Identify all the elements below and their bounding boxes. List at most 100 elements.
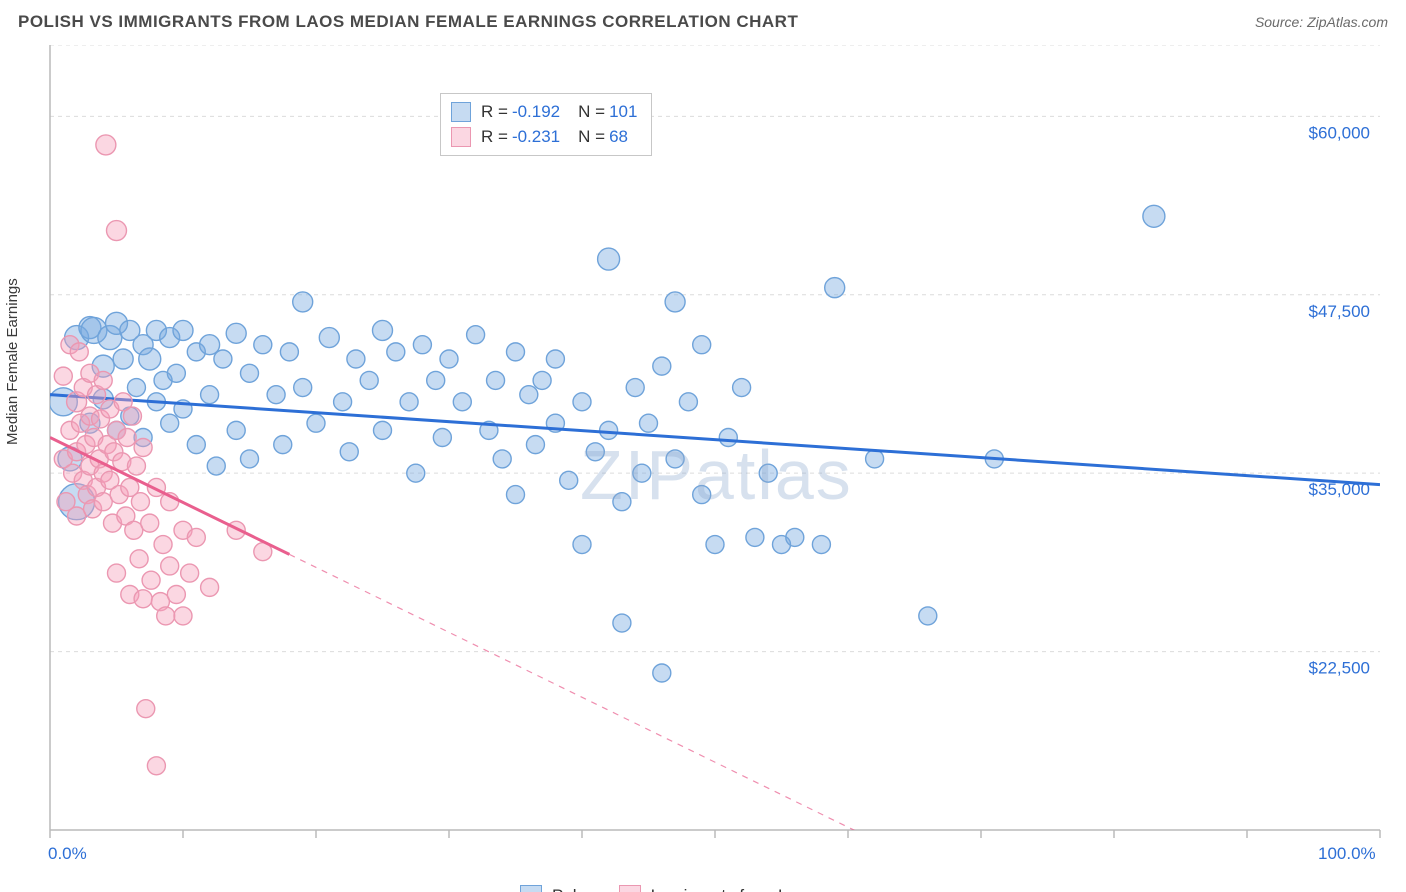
legend-swatch-icon xyxy=(451,102,471,122)
data-point xyxy=(467,326,485,344)
legend-swatch-icon xyxy=(619,885,641,892)
legend-item-poles: Poles xyxy=(520,885,595,892)
data-point xyxy=(759,464,777,482)
data-point xyxy=(134,590,152,608)
x-axis-min-label: 0.0% xyxy=(48,844,87,864)
data-point xyxy=(131,493,149,511)
data-point xyxy=(453,393,471,411)
correlation-stats-legend: R =-0.192N =101R =-0.231 N =68 xyxy=(440,93,652,156)
legend-swatch-icon xyxy=(451,127,471,147)
chart-container: POLISH VS IMMIGRANTS FROM LAOS MEDIAN FE… xyxy=(0,0,1406,892)
data-point xyxy=(127,379,145,397)
svg-text:$60,000: $60,000 xyxy=(1309,123,1370,142)
data-point xyxy=(187,528,205,546)
stat-n-label: N = xyxy=(578,100,605,125)
data-point xyxy=(487,371,505,389)
data-point xyxy=(142,571,160,589)
stat-r-value: -0.231 xyxy=(512,125,560,150)
data-point xyxy=(812,536,830,554)
data-point xyxy=(633,464,651,482)
data-point xyxy=(533,371,551,389)
data-point xyxy=(786,528,804,546)
data-point xyxy=(407,464,425,482)
data-point xyxy=(241,450,259,468)
data-point xyxy=(693,336,711,354)
data-point xyxy=(108,564,126,582)
legend-item-laos: Immigrants from Laos xyxy=(619,885,815,892)
data-point xyxy=(546,350,564,368)
data-point xyxy=(693,486,711,504)
data-point xyxy=(400,393,418,411)
svg-text:$22,500: $22,500 xyxy=(1309,659,1370,678)
data-point xyxy=(96,135,116,155)
data-point xyxy=(307,414,325,432)
data-point xyxy=(666,450,684,468)
data-point xyxy=(440,350,458,368)
data-point xyxy=(387,343,405,361)
legend-swatch-icon xyxy=(520,885,542,892)
data-point xyxy=(334,393,352,411)
data-point xyxy=(866,450,884,468)
stats-row-poles: R =-0.192N =101 xyxy=(451,100,637,125)
data-point xyxy=(161,414,179,432)
data-point xyxy=(560,471,578,489)
data-point xyxy=(413,336,431,354)
data-point xyxy=(127,457,145,475)
data-point xyxy=(227,421,245,439)
header: POLISH VS IMMIGRANTS FROM LAOS MEDIAN FE… xyxy=(18,12,1388,40)
data-point xyxy=(70,343,88,361)
data-point xyxy=(573,393,591,411)
data-point xyxy=(137,700,155,718)
data-point xyxy=(1143,205,1165,227)
data-point xyxy=(241,364,259,382)
data-point xyxy=(573,536,591,554)
legend-label: Immigrants from Laos xyxy=(651,886,815,892)
data-point xyxy=(147,757,165,775)
data-point xyxy=(280,343,298,361)
stat-n-value: 68 xyxy=(609,125,628,150)
data-point xyxy=(226,323,246,343)
data-point xyxy=(293,292,313,312)
series-laos xyxy=(50,135,1380,892)
data-point xyxy=(113,349,133,369)
data-point xyxy=(157,607,175,625)
data-point xyxy=(598,248,620,270)
data-point xyxy=(187,436,205,454)
series-poles xyxy=(49,205,1380,682)
legend-label: Poles xyxy=(552,886,595,892)
data-point xyxy=(174,607,192,625)
data-point xyxy=(919,607,937,625)
data-point xyxy=(719,429,737,447)
data-point xyxy=(173,320,193,340)
x-axis-max-label: 100.0% xyxy=(1318,844,1376,864)
data-point xyxy=(706,536,724,554)
stat-n-value: 101 xyxy=(609,100,637,125)
plot-area: Median Female Earnings $22,500$35,000$47… xyxy=(0,45,1406,892)
data-point xyxy=(733,379,751,397)
data-point xyxy=(600,421,618,439)
data-point xyxy=(201,386,219,404)
data-point xyxy=(373,320,393,340)
data-point xyxy=(207,457,225,475)
data-point xyxy=(586,443,604,461)
chart-title: POLISH VS IMMIGRANTS FROM LAOS MEDIAN FE… xyxy=(18,12,798,31)
data-point xyxy=(360,371,378,389)
scatter-plot-svg: $22,500$35,000$47,500$60,000 xyxy=(0,45,1406,892)
data-point xyxy=(107,221,127,241)
stat-r-label: R = xyxy=(481,100,508,125)
data-point xyxy=(613,614,631,632)
data-point xyxy=(374,421,392,439)
source-attribution: Source: ZipAtlas.com xyxy=(1255,14,1388,30)
data-point xyxy=(141,514,159,532)
data-point xyxy=(613,493,631,511)
data-point xyxy=(319,328,339,348)
data-point xyxy=(214,350,232,368)
data-point xyxy=(167,586,185,604)
data-point xyxy=(201,578,219,596)
data-point xyxy=(54,367,72,385)
data-point xyxy=(167,364,185,382)
svg-text:$47,500: $47,500 xyxy=(1309,302,1370,321)
data-point xyxy=(626,379,644,397)
data-point xyxy=(746,528,764,546)
data-point xyxy=(267,386,285,404)
